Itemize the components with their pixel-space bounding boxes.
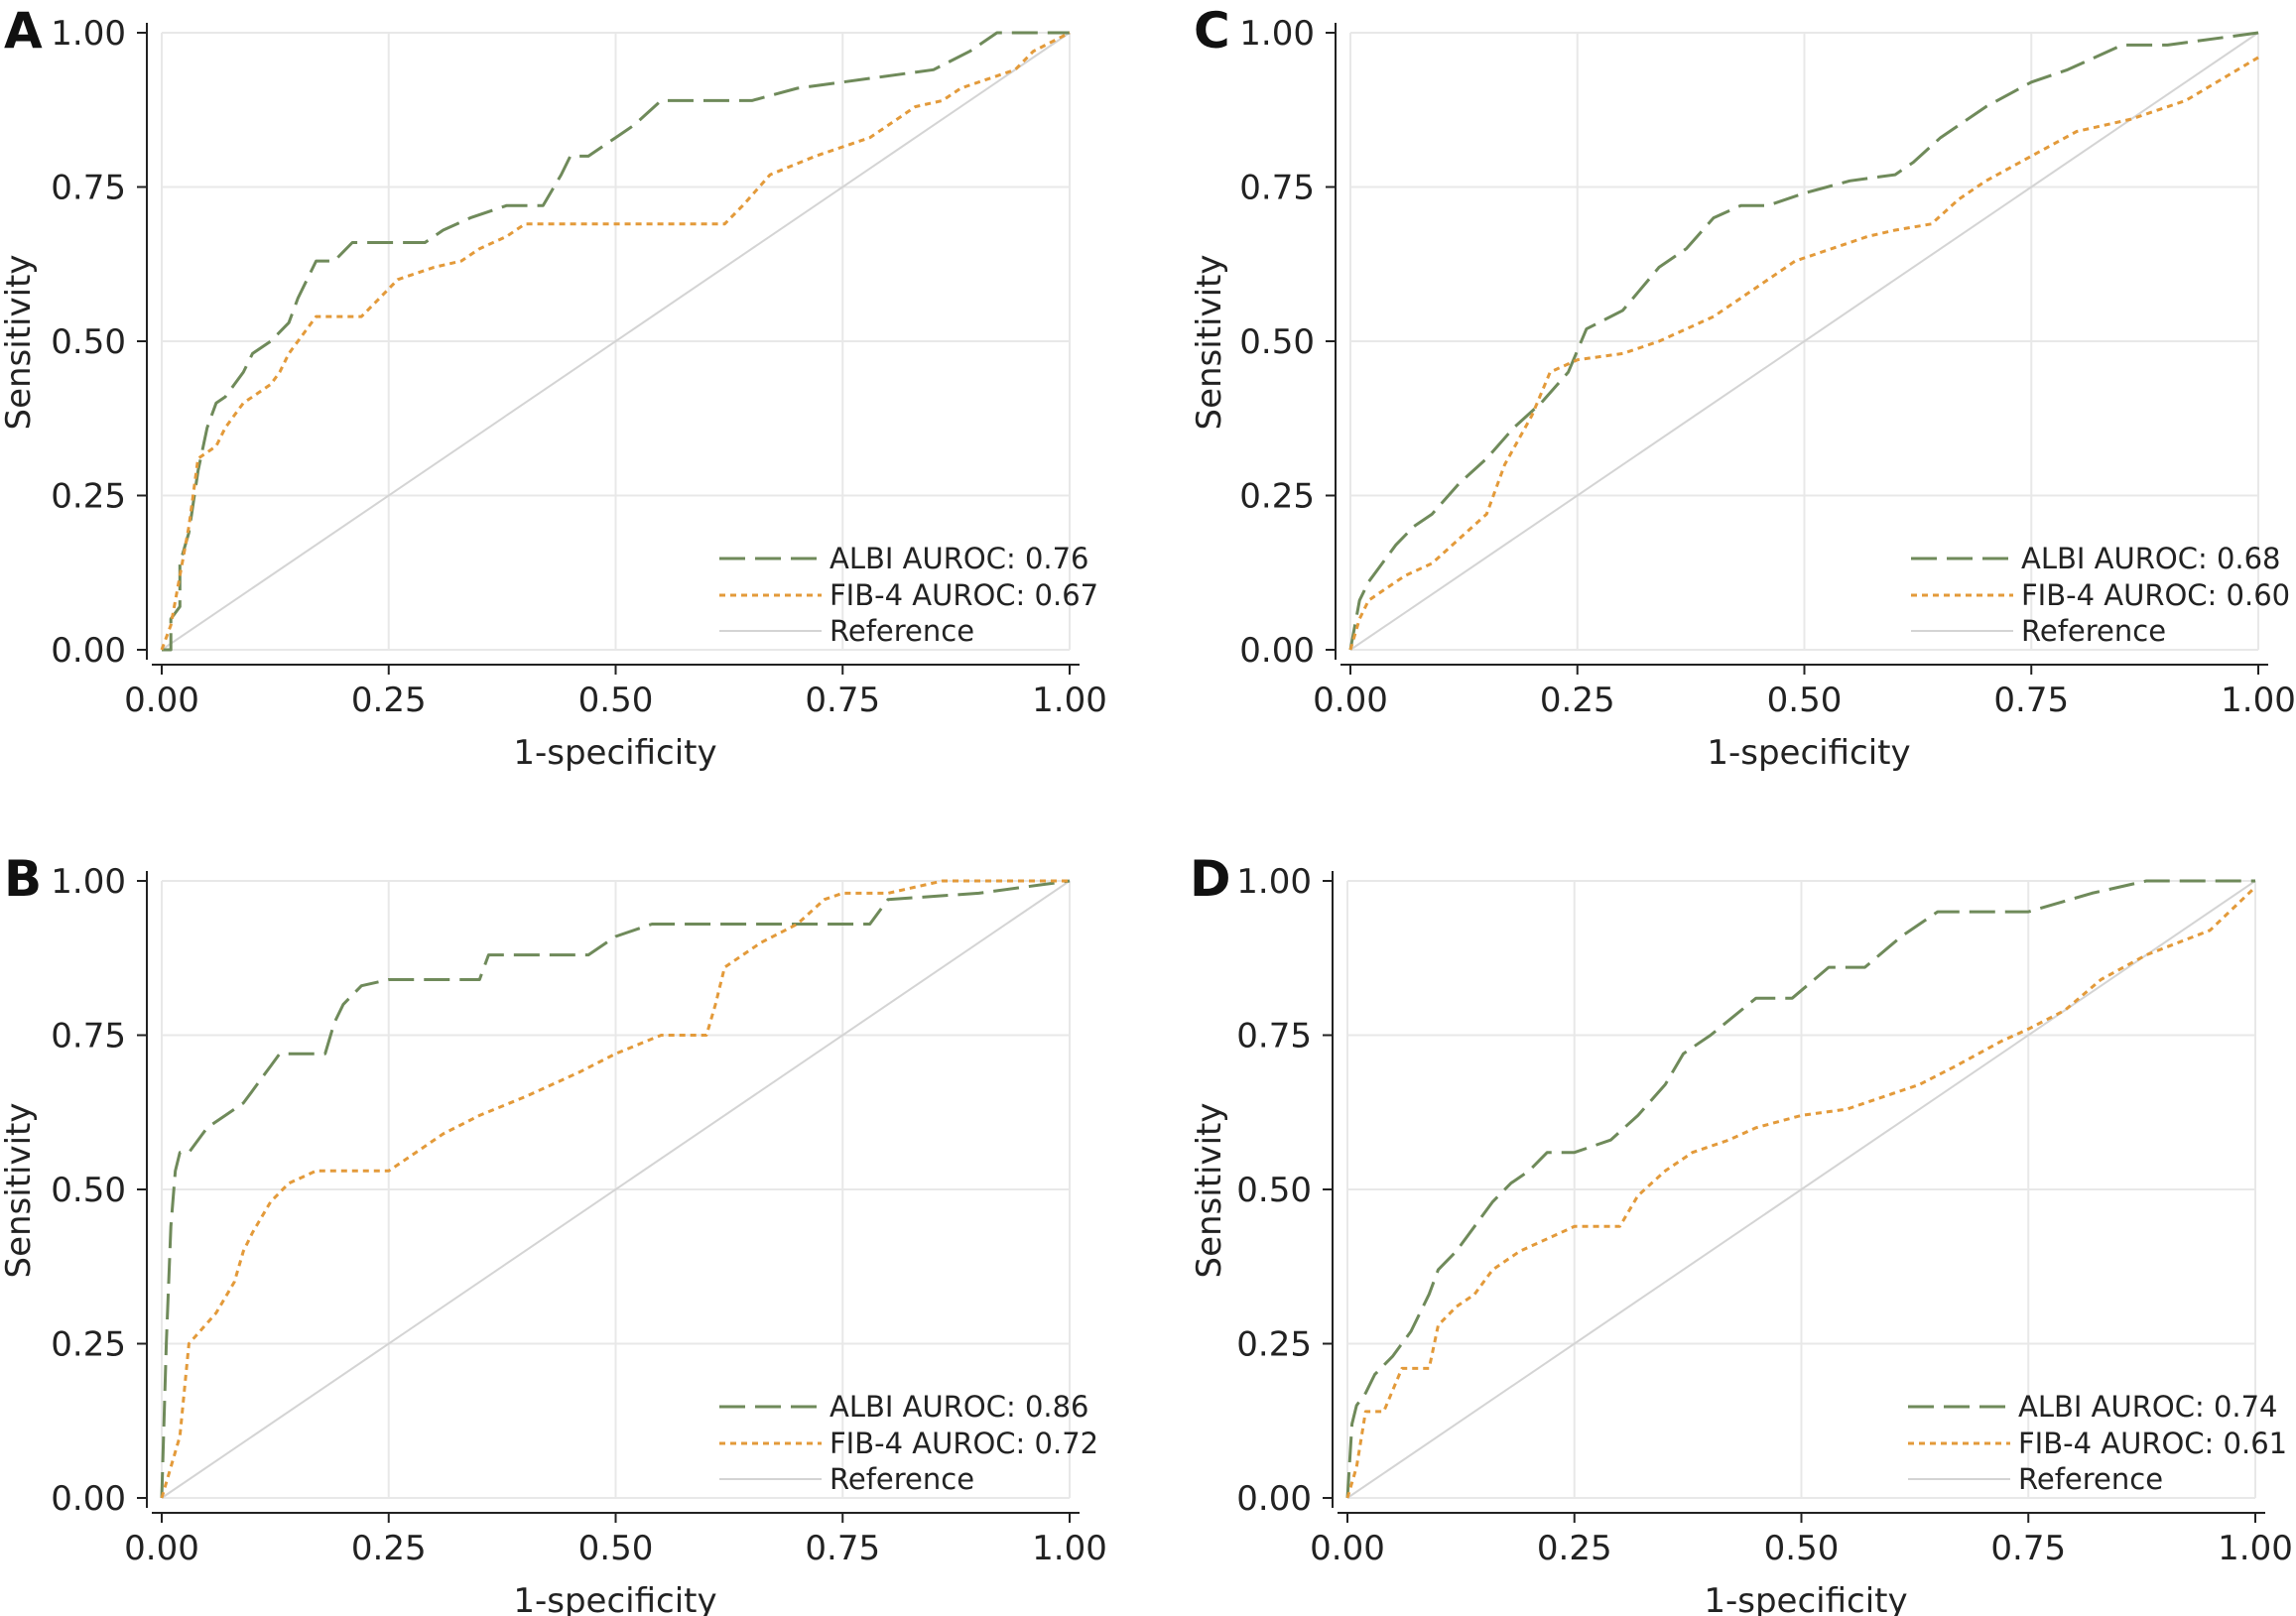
- panel-b-y-tick-label-1: 0.25: [51, 1325, 126, 1365]
- panel-a-x-tick-label-4: 1.00: [1032, 681, 1107, 720]
- panel-c-ylabel: Sensitivity: [1190, 254, 1229, 430]
- panel-a-x-tick-label-2: 0.50: [578, 681, 654, 720]
- panel-d-xlabel: 1-specificity: [1704, 1581, 1907, 1616]
- panel-c-x-tick-label-3: 0.75: [1993, 681, 2069, 720]
- panel-c: C 0.00 0.00 0.25 0.25 0.50 0.50 0.75 0.75 1.00 1.…: [1190, 2, 2296, 773]
- panel-c-y-tick-label-0: 0.00: [1239, 631, 1315, 671]
- panel-b-x-tick-label-2: 0.50: [578, 1529, 654, 1568]
- panel-d-y-tick-label-1: 0.25: [1236, 1325, 1312, 1365]
- panel-d-letter: D: [1190, 850, 1231, 908]
- panel-b: B 0.00 0.00 0.25 0.25 0.50 0.50 0.75 0.75 1.00 1.…: [0, 850, 1107, 1616]
- panel-c-plot: 0.00 0.00 0.25 0.25 0.50 0.50 0.75 0.75 1.00 1.00: [1239, 14, 2296, 720]
- panel-d-x-tick-label-1: 0.25: [1537, 1529, 1612, 1568]
- panel-d-y-tick-label-4: 1.00: [1236, 862, 1312, 902]
- panel-b-plot: 0.00 0.00 0.25 0.25 0.50 0.50 0.75 0.75 1.00 1.00: [51, 862, 1107, 1568]
- panel-d-series-fib4: [1345, 886, 2257, 1499]
- panel-b-xlabel: 1-specificity: [513, 1581, 716, 1616]
- panel-b-series-reference: [161, 880, 1071, 1499]
- panel-b-legend-albi-label: ALBI AUROC: 0.86: [829, 1390, 1089, 1424]
- panel-c-legend-fib4-label: FIB-4 AUROC: 0.60: [2021, 578, 2290, 612]
- panel-b-x-tick-label-1: 0.25: [351, 1529, 427, 1568]
- panel-b-series-albi: [160, 879, 1071, 1499]
- panel-b-x-tick-label-3: 0.75: [805, 1529, 880, 1568]
- panel-b-x-tick-label-0: 0.00: [124, 1529, 199, 1568]
- panel-d-x-tick-label-2: 0.50: [1764, 1529, 1840, 1568]
- panel-b-x-tick-label-4: 1.00: [1032, 1529, 1107, 1568]
- panel-c-x-tick-label-1: 0.25: [1540, 681, 1615, 720]
- panel-d-y-tick-label-0: 0.00: [1236, 1479, 1312, 1519]
- panel-b-ylabel: Sensitivity: [0, 1102, 39, 1278]
- panel-d: D 0.00 0.00 0.25 0.25 0.50 0.50 0.75 0.75 1.00 1.…: [1190, 850, 2293, 1616]
- panel-a-series-albi: [162, 31, 1070, 652]
- panel-d-ylabel: Sensitivity: [1190, 1102, 1229, 1278]
- panel-d-plot: 0.00 0.00 0.25 0.25 0.50 0.50 0.75 0.75 1.00 1.00: [1236, 862, 2293, 1568]
- panel-c-series-albi: [1348, 31, 2259, 651]
- panel-a-y-tick-label-0: 0.00: [51, 631, 126, 671]
- panel-c-series-fib4: [1348, 56, 2259, 651]
- panel-a-series-fib4: [160, 31, 1071, 651]
- panel-a-x-tick-label-1: 0.25: [351, 681, 427, 720]
- panel-a-legend-fib4-label: FIB-4 AUROC: 0.67: [829, 578, 1098, 612]
- panel-c-legend: ALBI AUROC: 0.68 FIB-4 AUROC: 0.60 Refer…: [1911, 542, 2290, 648]
- panel-c-letter: C: [1194, 2, 1230, 60]
- panel-a-series-reference: [161, 32, 1071, 651]
- panel-c-y-tick-label-1: 0.25: [1239, 477, 1315, 517]
- panel-d-series-albi: [1345, 879, 2255, 1499]
- panel-b-legend: ALBI AUROC: 0.86 FIB-4 AUROC: 0.72 Refer…: [719, 1390, 1098, 1496]
- panel-d-y-tick-label-3: 0.75: [1236, 1017, 1312, 1057]
- panel-a-x-tick-label-0: 0.00: [124, 681, 199, 720]
- panel-d-x-tick-label-3: 0.75: [1990, 1529, 2066, 1568]
- panel-b-legend-reference-label: Reference: [829, 1462, 974, 1496]
- panel-a: A 0.00 0.00 0.25 0.25 0.50 0.50 0.75 0.75 1.00 1.…: [0, 2, 1107, 773]
- panel-d-y-tick-label-2: 0.50: [1236, 1171, 1312, 1210]
- panel-a-legend-reference-label: Reference: [829, 614, 974, 648]
- panel-d-series-reference: [1346, 880, 2256, 1499]
- panel-b-y-tick-label-0: 0.00: [51, 1479, 126, 1519]
- panel-a-x-tick-label-3: 0.75: [805, 681, 880, 720]
- panel-a-plot: 0.00 0.00 0.25 0.25 0.50 0.50 0.75 0.75 1.00 1.00: [51, 14, 1107, 720]
- panel-c-x-tick-label-2: 0.50: [1767, 681, 1843, 720]
- panel-a-y-tick-label-4: 1.00: [51, 14, 126, 54]
- panel-d-x-tick-label-4: 1.00: [2218, 1529, 2293, 1568]
- panel-b-letter: B: [4, 850, 42, 908]
- panel-b-series-fib4: [160, 879, 1070, 1499]
- panel-a-y-tick-label-3: 0.75: [51, 169, 126, 208]
- panel-a-y-tick-label-2: 0.50: [51, 322, 126, 362]
- panel-c-series-reference: [1349, 32, 2259, 651]
- panel-c-y-tick-label-4: 1.00: [1239, 14, 1315, 54]
- panel-c-y-tick-label-3: 0.75: [1239, 169, 1315, 208]
- panel-c-legend-albi-label: ALBI AUROC: 0.68: [2021, 542, 2281, 575]
- panel-c-legend-reference-label: Reference: [2021, 614, 2166, 648]
- panel-b-legend-fib4-label: FIB-4 AUROC: 0.72: [829, 1427, 1098, 1460]
- panel-d-x-tick-label-0: 0.00: [1310, 1529, 1385, 1568]
- panel-b-y-tick-label-2: 0.50: [51, 1171, 126, 1210]
- panel-d-legend: ALBI AUROC: 0.74 FIB-4 AUROC: 0.61 Refer…: [1908, 1390, 2287, 1496]
- panel-c-xlabel: 1-specificity: [1707, 733, 1910, 773]
- panel-a-xlabel: 1-specificity: [513, 733, 716, 773]
- panel-a-ylabel: Sensitivity: [0, 254, 39, 430]
- panel-d-legend-reference-label: Reference: [2018, 1462, 2163, 1496]
- panel-b-y-tick-label-3: 0.75: [51, 1017, 126, 1057]
- panel-b-y-tick-label-4: 1.00: [51, 862, 126, 902]
- panel-a-legend: ALBI AUROC: 0.76 FIB-4 AUROC: 0.67 Refer…: [719, 542, 1098, 648]
- panel-a-legend-albi-label: ALBI AUROC: 0.76: [829, 542, 1089, 575]
- panel-c-x-tick-label-0: 0.00: [1313, 681, 1388, 720]
- panel-c-x-tick-label-4: 1.00: [2221, 681, 2296, 720]
- panel-d-legend-albi-label: ALBI AUROC: 0.74: [2018, 1390, 2278, 1424]
- panel-c-y-tick-label-2: 0.50: [1239, 322, 1315, 362]
- panel-a-y-tick-label-1: 0.25: [51, 477, 126, 517]
- panel-d-legend-fib4-label: FIB-4 AUROC: 0.61: [2018, 1427, 2287, 1460]
- panel-a-letter: A: [4, 2, 43, 60]
